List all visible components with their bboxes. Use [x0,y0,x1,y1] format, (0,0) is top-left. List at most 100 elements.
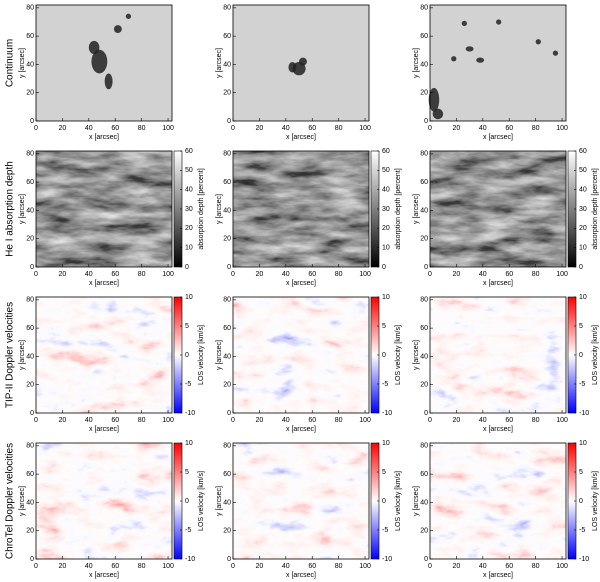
sunspot [552,50,559,56]
x-tick-label: 60 [505,125,513,132]
y-tick-label: 20 [420,382,428,389]
x-tick-label: 20 [59,563,67,570]
x-tick-label: 0 [428,125,432,132]
frame [232,150,370,268]
colorbar-label: LOS velocity [km/s] [198,471,205,531]
x-tick-label: 60 [111,417,119,424]
sunspot [88,40,100,55]
y-axis-label: y [arcsec] [19,486,26,516]
y-tick-label: 20 [26,236,34,243]
x-axis-label: x [arcsec] [483,426,513,433]
x-tick-label: 100 [162,563,174,570]
colorbar-tick-label: 0 [185,352,189,359]
x-tick-label: 40 [85,125,93,132]
x-tick-label: 20 [256,271,264,278]
map-image [233,151,369,267]
x-tick-label: 0 [428,417,432,424]
x-tick-label: 20 [256,417,264,424]
y-axis-label: y [arcsec] [216,48,223,78]
colorbar-tick-label: 10 [185,294,193,301]
colorbar-tick-label: 0 [579,352,583,359]
colorbar-tick-label: 40 [382,187,390,194]
colorbar-tick-label: 30 [579,206,587,213]
x-tick-label: 20 [59,417,67,424]
x-tick-label: 100 [556,271,568,278]
sunspot [535,39,541,45]
y-tick-label: 60 [26,471,34,478]
frame [35,442,173,560]
y-tick-label: 40 [223,499,231,506]
x-tick-label: 60 [111,125,119,132]
x-tick-label: 40 [479,271,487,278]
colorbar-tick-label: 0 [382,352,386,359]
sunspot [476,57,485,63]
x-axis-label: x [arcsec] [286,134,316,141]
y-tick-label: 0 [227,410,231,417]
sunspot [299,57,307,66]
frame [429,150,567,268]
x-tick-label: 100 [556,417,568,424]
x-tick-label: 100 [556,125,568,132]
y-axis-label: y [arcsec] [216,340,223,370]
map-image [36,151,172,267]
y-tick-label: 20 [420,528,428,535]
x-axis-label: x [arcsec] [483,280,513,287]
y-axis-label: y [arcsec] [216,194,223,224]
x-tick-label: 0 [231,563,235,570]
y-tick-label: 20 [26,382,34,389]
colorbar-tick-label: 0 [185,498,189,505]
x-tick-label: 0 [231,271,235,278]
y-tick-label: 40 [26,61,34,68]
x-tick-label: 80 [138,417,146,424]
sunspot [496,19,502,25]
x-tick-label: 60 [308,125,316,132]
frame [35,296,173,414]
map-image [36,443,172,559]
y-tick-label: 80 [420,151,428,158]
colorbar-tick-label: 5 [185,323,189,330]
y-tick-label: 40 [223,353,231,360]
colorbar-label: LOS velocity [km/s] [592,471,599,531]
sunspot [451,56,457,62]
colorbar-tick-label: 20 [185,225,193,232]
y-tick-label: 40 [420,353,428,360]
x-tick-label: 40 [479,417,487,424]
y-tick-label: 60 [420,33,428,40]
x-tick-label: 80 [335,417,343,424]
y-tick-label: 20 [420,236,428,243]
x-axis-label: x [arcsec] [89,426,119,433]
y-tick-label: 0 [30,118,34,125]
x-axis-label: x [arcsec] [89,572,119,579]
colorbar-tick-label: 0 [382,264,386,271]
x-tick-label: 20 [59,125,67,132]
x-tick-label: 60 [505,563,513,570]
y-tick-label: 0 [424,264,428,271]
x-tick-label: 100 [162,125,174,132]
x-tick-label: 20 [453,125,461,132]
y-tick-label: 80 [223,5,231,12]
frame [232,296,370,414]
x-axis-label: x [arcsec] [483,572,513,579]
y-tick-label: 60 [26,33,34,40]
y-tick-label: 0 [30,556,34,563]
x-tick-label: 80 [532,417,540,424]
map-image [233,297,369,413]
colorbar-tick-label: 5 [185,469,189,476]
colorbar-label: absorption depth [percent] [592,168,599,249]
x-tick-label: 40 [479,125,487,132]
y-tick-label: 60 [26,325,34,332]
row-label: Continuum [5,39,16,87]
y-tick-label: 60 [223,471,231,478]
y-tick-label: 80 [26,443,34,450]
x-tick-label: 20 [59,271,67,278]
colorbar-tick-label: -5 [579,527,585,534]
y-axis-label: y [arcsec] [413,340,420,370]
colorbar-tick-label: 10 [382,440,390,447]
x-tick-label: 60 [111,271,119,278]
y-tick-label: 20 [223,90,231,97]
sunspot [113,25,122,34]
colorbar-tick-label: 5 [579,469,583,476]
x-tick-label: 80 [335,271,343,278]
y-tick-label: 80 [223,151,231,158]
